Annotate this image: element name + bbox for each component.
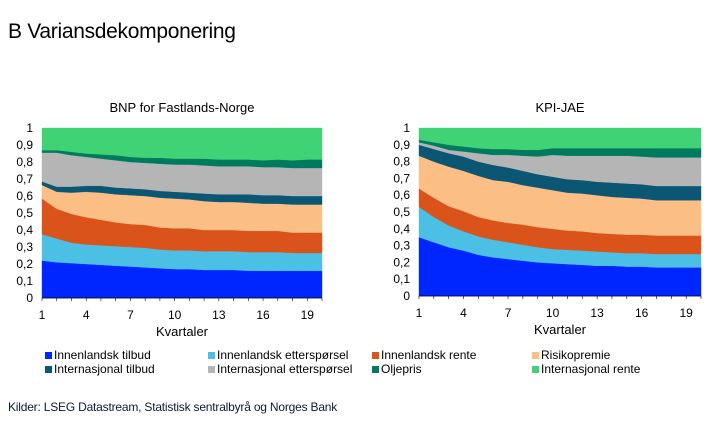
area-internasjonal-rente — [41, 127, 323, 161]
y-tick-label: 0 — [403, 289, 410, 303]
y-tick-label: 0,2 — [393, 255, 410, 269]
legend-label: Innenlandsk etterspørsel — [217, 348, 349, 362]
legend-item: Risikopremie — [532, 348, 610, 362]
x-tick-label: 4 — [460, 306, 467, 320]
chart-2: 1 4 7 10 13 16 19 0 0,1 0,2 0,3 0,4 0,5 0,6 0,7 0,8 0,9 1… — [393, 100, 702, 337]
y-tick-label: 1 — [403, 121, 410, 135]
legend-swatch — [208, 365, 215, 373]
x-tick-label: 10 — [168, 308, 182, 322]
x-tick-label: 4 — [83, 308, 90, 322]
area-internasjonal-rente — [418, 127, 702, 151]
y-tick-label: 0,3 — [393, 239, 410, 253]
x-tick-label: 7 — [505, 306, 512, 320]
chart-title: BNP for Fastlands-Norge — [110, 100, 255, 115]
chart-1: 1 4 7 10 13 16 19 0 0,1 0,2 0,3 0,4 0,5 0,6 0,7 0,8 0,9 1… — [16, 100, 323, 339]
y-tick-label: 1 — [26, 121, 33, 135]
y-tick-label: 0,6 — [393, 188, 410, 202]
legend-swatch — [532, 365, 539, 373]
y-tick-label: 0,8 — [393, 155, 410, 169]
x-tick-label: 13 — [212, 308, 226, 322]
y-tick-label: 0,8 — [16, 155, 33, 169]
y-tick-label: 0,1 — [16, 274, 33, 288]
y-tick-label: 0,1 — [393, 272, 410, 286]
x-tick-label: 10 — [546, 306, 560, 320]
legend-label: Risikopremie — [541, 348, 611, 362]
legend-label: Internasjonal tilbud — [54, 362, 155, 376]
y-tick-label: 0 — [26, 291, 33, 305]
x-axis-label: Kvartaler — [534, 322, 587, 337]
source-note: Kilder: LSEG Datastream, Statistisk sent… — [8, 400, 338, 414]
y-tick-label: 0,9 — [16, 138, 33, 152]
legend-item: Internasjonal rente — [532, 362, 640, 376]
legend-swatch — [45, 365, 52, 373]
legend-item: Internasjonal etterspørsel — [208, 362, 352, 376]
y-tick-label: 0,7 — [393, 171, 410, 185]
legend-item: Internasjonal tilbud — [45, 362, 155, 376]
x-tick-label: 7 — [127, 308, 134, 322]
legend-item: Innenlandsk rente — [372, 348, 476, 362]
y-tick-label: 0,4 — [16, 223, 33, 237]
legend-item: Innenlandsk etterspørsel — [208, 348, 348, 362]
y-tick-label: 0,7 — [16, 172, 33, 186]
y-tick-label: 0,5 — [393, 205, 410, 219]
y-tick-label: 0,3 — [16, 240, 33, 254]
x-tick-label: 16 — [635, 306, 649, 320]
legend-swatch — [372, 365, 379, 373]
page-title: B Variansdekomponering — [8, 20, 236, 43]
chart-title: KPI-JAE — [535, 100, 584, 115]
y-tick-label: 0,9 — [393, 138, 410, 152]
y-tick-label: 0,6 — [16, 189, 33, 203]
legend-swatch — [372, 351, 379, 359]
y-tick-label: 0,4 — [393, 222, 410, 236]
legend-label: Oljepris — [381, 362, 422, 376]
legend-swatch — [532, 351, 539, 359]
x-tick-label: 1 — [416, 306, 423, 320]
legend-label: Innenlandsk tilbud — [54, 348, 151, 362]
legend-item: Innenlandsk tilbud — [45, 348, 151, 362]
legend-item: Oljepris — [372, 362, 422, 376]
x-tick-label: 1 — [39, 308, 46, 322]
y-tick-label: 0,2 — [16, 257, 33, 271]
legend-swatch — [45, 351, 52, 359]
legend-label: Internasjonal rente — [541, 362, 641, 376]
legend-label: Internasjonal etterspørsel — [217, 362, 353, 376]
y-tick-label: 0,5 — [16, 206, 33, 220]
legend-label: Innenlandsk rente — [381, 348, 477, 362]
legend-swatch — [208, 351, 215, 359]
x-tick-label: 19 — [301, 308, 315, 322]
x-tick-label: 19 — [679, 306, 693, 320]
x-axis-label: Kvartaler — [156, 324, 209, 339]
x-tick-label: 16 — [256, 308, 270, 322]
x-tick-label: 13 — [590, 306, 604, 320]
charts-canvas: 1 4 7 10 13 16 1900,10,20,30,40,50,60,70,80,91… — [16, 100, 702, 339]
